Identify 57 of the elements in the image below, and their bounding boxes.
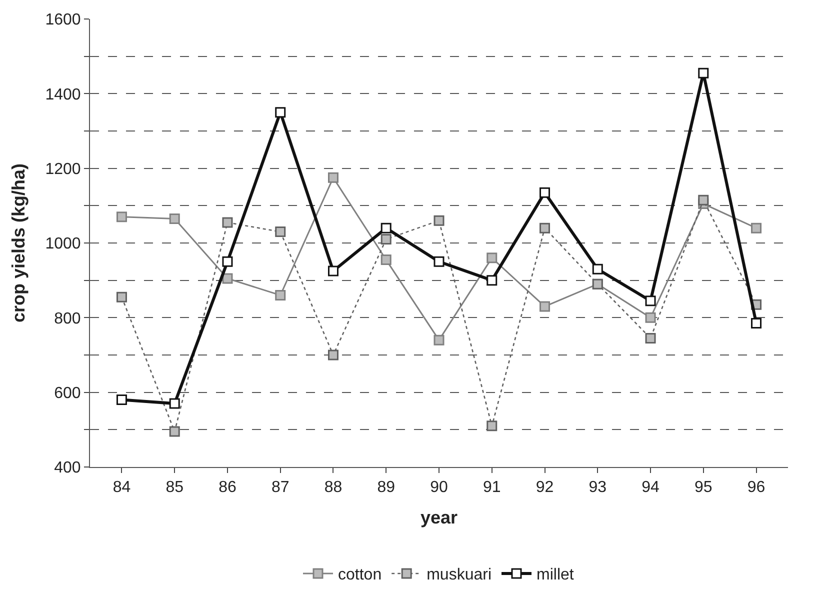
point [222,217,233,228]
x-tick-label: 95 [694,479,712,496]
x-tick-label: 84 [112,479,131,496]
x-tick-label: 93 [588,479,607,496]
y-tick-label: 1600 [45,12,81,29]
point [169,398,180,409]
point [486,252,498,264]
point [380,234,392,245]
point [380,222,392,234]
y-tick-label: 1200 [45,160,81,178]
point [698,194,709,206]
point [328,172,338,183]
point [592,264,603,274]
point [434,256,444,267]
y-tick-label: 800 [54,310,81,328]
x-tick-label: 96 [747,479,766,496]
point [645,312,656,323]
x-tick-label: 94 [642,479,660,496]
x-axis-title: year [420,507,458,528]
point [169,426,180,437]
point [116,212,127,222]
point [540,301,550,312]
point [116,292,127,302]
point [486,275,498,286]
x-tick-label: 91 [482,479,501,496]
point [751,222,762,234]
point [486,420,498,432]
point [645,332,656,344]
x-tick-label: 86 [218,479,236,496]
x-tick-label: 85 [166,479,184,496]
point [116,394,127,406]
point [751,318,762,329]
y-tick-label: 1400 [45,86,81,104]
x-tick-label: 87 [271,479,290,496]
point [698,68,709,78]
point [275,226,286,238]
x-tick-label: 88 [324,479,342,496]
point [328,350,338,360]
y-axis-title: crop yields (kg/ha) [8,163,28,323]
x-tick-label: 89 [377,479,396,496]
point [645,296,656,306]
y-tick-label: 400 [54,460,81,477]
point [328,266,338,276]
y-tick-label: 1000 [45,236,81,253]
point [222,273,233,284]
x-tick-label: 90 [430,479,448,496]
point [434,334,444,346]
point [434,215,444,226]
point [540,222,550,234]
x-tick-label: 92 [536,479,554,496]
point [222,256,233,267]
point [380,254,392,266]
point [275,107,286,118]
y-tick-label: 600 [54,384,81,402]
point [169,213,180,224]
point [275,290,286,301]
point [540,187,550,198]
